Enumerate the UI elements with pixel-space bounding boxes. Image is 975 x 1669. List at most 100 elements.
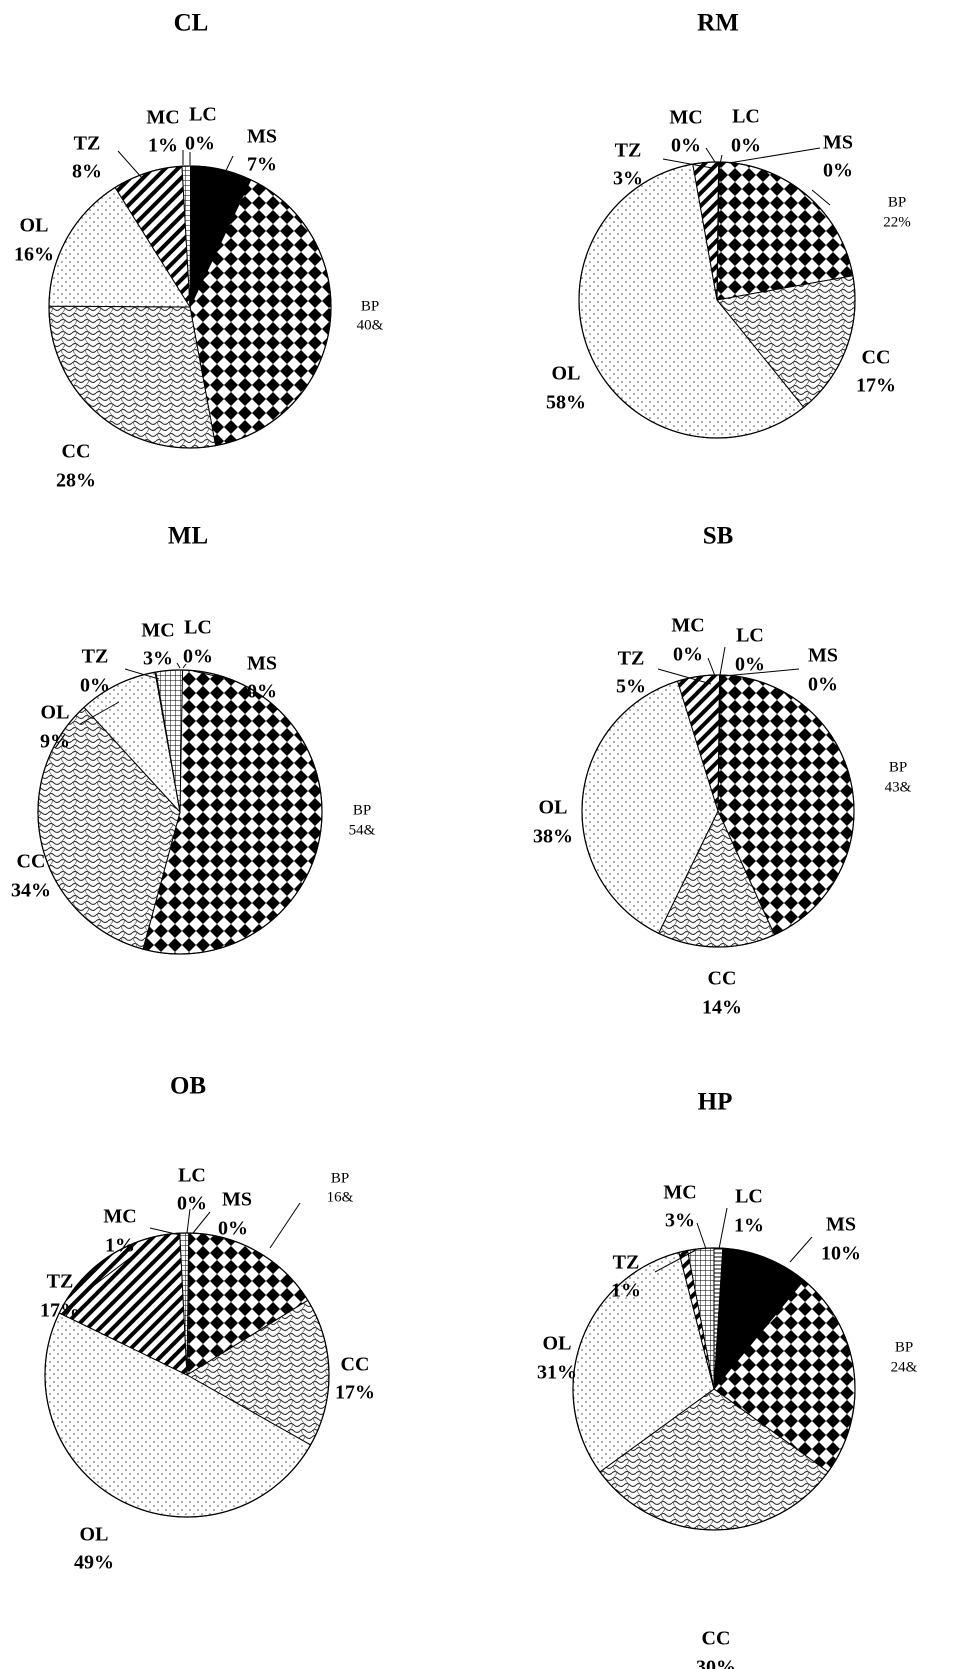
leader-line-lc <box>182 663 187 669</box>
leader-line-tz <box>124 668 160 680</box>
slice-label-ms: MS <box>826 1214 856 1236</box>
slice-percent-ms: 0% <box>808 674 838 696</box>
chart-title: HP <box>698 1089 733 1116</box>
slice-label-tz: TZ <box>74 133 101 155</box>
slice-percent-mc: 3% <box>143 648 173 670</box>
slice-label-ol: OL <box>41 702 70 724</box>
slice-percent-lc: 0% <box>185 133 215 155</box>
chart-title: SB <box>703 523 734 550</box>
charts-layer: CL MS 7% BP 40&CC 28% OL 16% TZ 8% MC 1% LC 0% RM MS 0% B… <box>11 10 918 1669</box>
slice-percent-mc: 0% <box>673 644 703 666</box>
slice-label-mc: MC <box>146 107 179 129</box>
chart-title: CL <box>174 10 209 37</box>
slice-percent-ol: 16% <box>14 244 54 266</box>
slice-label-tz: TZ <box>618 648 645 670</box>
leader-line-ms <box>723 668 800 677</box>
slice-percent-ms: 0% <box>247 681 277 703</box>
pie-outline <box>48 165 332 449</box>
slice-label-bp: BP <box>353 802 371 818</box>
leader-line-mc <box>176 662 181 669</box>
slice-percent-lc: 0% <box>183 646 213 668</box>
slice-label-mc: MC <box>103 1206 136 1228</box>
pie-chart-cl: CL MS 7% BP 40&CC 28% OL 16% TZ 8% MC 1% LC 0% <box>14 10 384 492</box>
leader-line-tz <box>662 158 713 169</box>
leader-line-ms <box>789 1236 813 1263</box>
leader-line-lc <box>718 1207 728 1250</box>
slice-percent-cc: 17% <box>335 1382 375 1404</box>
slice-label-lc: LC <box>732 106 760 128</box>
slice-label-ms: MS <box>808 645 838 667</box>
pie-outline <box>578 161 856 439</box>
slice-percent-mc: 1% <box>148 135 178 157</box>
slice-label-bp: BP <box>361 298 379 314</box>
slice-percent-cc: 28% <box>56 470 96 492</box>
leader-line-ms <box>192 670 234 681</box>
slice-label-tz: TZ <box>82 646 109 668</box>
slice-percent-mc: 1% <box>105 1235 135 1257</box>
chart-title: ML <box>168 523 208 550</box>
pie-chart-hp: HP MS 10% BP 24&CC 30% OL 31% TZ 1% MC 3% LC 1% <box>537 1089 918 1669</box>
slice-percent-ol: 38% <box>533 826 573 848</box>
leader-line-bp <box>269 1202 301 1249</box>
pie-chart-ml: ML MS 0% BP 54&CC 34% OL 9% TZ 0% MC 3% LC 0% <box>11 523 376 955</box>
pie-outline <box>37 669 323 955</box>
slice-percent-ms: 7% <box>247 154 277 176</box>
slice-label-mc: MC <box>141 620 174 642</box>
leader-line-lc <box>186 1208 191 1234</box>
leader-line-mc <box>149 1227 181 1236</box>
leader-line-tz <box>117 150 143 179</box>
slice-label-bp: BP <box>888 194 906 210</box>
slice-percent-tz: 17% <box>40 1300 80 1322</box>
slice-label-bp: BP <box>331 1170 349 1186</box>
leader-line-ms <box>218 155 234 186</box>
slice-percent-ms: 0% <box>823 160 853 182</box>
slice-percent-ol: 31% <box>537 1362 577 1384</box>
slice-percent-ol: 49% <box>74 1552 114 1574</box>
slice-percent-bp: 22% <box>883 214 911 230</box>
leader-line-ms <box>728 147 821 164</box>
slice-label-cc: CC <box>862 347 891 369</box>
slice-label-cc: CC <box>17 851 46 873</box>
leader-line-tz <box>657 668 712 685</box>
slice-percent-ol: 9% <box>40 731 70 753</box>
leader-line-lc <box>719 646 726 676</box>
slice-label-ms: MS <box>247 653 277 675</box>
slice-label-tz: TZ <box>615 140 642 162</box>
slice-label-lc: LC <box>736 625 764 647</box>
slice-percent-tz: 5% <box>616 676 646 698</box>
slice-percent-ol: 58% <box>546 392 586 414</box>
slice-label-cc: CC <box>702 1628 731 1650</box>
slice-label-lc: LC <box>735 1186 763 1208</box>
slice-label-mc: MC <box>671 615 704 637</box>
slice-percent-bp: 24& <box>891 1359 918 1375</box>
slice-percent-ms: 10% <box>821 1243 861 1265</box>
slice-label-ms: MS <box>823 132 853 154</box>
slice-label-mc: MC <box>669 107 702 129</box>
slice-label-ol: OL <box>20 215 49 237</box>
slice-label-tz: TZ <box>613 1252 640 1274</box>
slice-percent-bp: 40& <box>357 317 384 333</box>
slice-percent-mc: 0% <box>671 135 701 157</box>
slice-percent-cc: 34% <box>11 880 51 902</box>
pie-chart-rm: RM MS 0% BP 22% CC 17% OL 58% TZ 3% MC 0% LC 0% <box>546 10 911 439</box>
slice-label-bp: BP <box>889 759 907 775</box>
leader-line-tz <box>654 1249 697 1273</box>
leader-line-mc <box>705 147 716 163</box>
slice-percent-lc: 1% <box>734 1215 764 1237</box>
slice-label-ms: MS <box>222 1189 252 1211</box>
slice-percent-lc: 0% <box>731 135 761 157</box>
slice-label-mc: MC <box>663 1182 696 1204</box>
leader-line-tz <box>87 1247 144 1291</box>
slice-percent-cc: 17% <box>856 375 896 397</box>
slice-percent-tz: 0% <box>80 675 110 697</box>
slice-label-cc: CC <box>708 968 737 990</box>
slice-percent-tz: 1% <box>611 1280 641 1302</box>
slice-percent-bp: 54& <box>349 822 376 838</box>
slice-label-ms: MS <box>247 126 277 148</box>
slice-label-ol: OL <box>552 363 581 385</box>
pie-chart-ob: OB MS 0% BP 16&CC 17% OL 49% TZ 17% MC 1% LC 0% <box>40 1073 375 1574</box>
leader-line-bp <box>811 189 831 206</box>
leader-line-ol <box>79 701 120 725</box>
